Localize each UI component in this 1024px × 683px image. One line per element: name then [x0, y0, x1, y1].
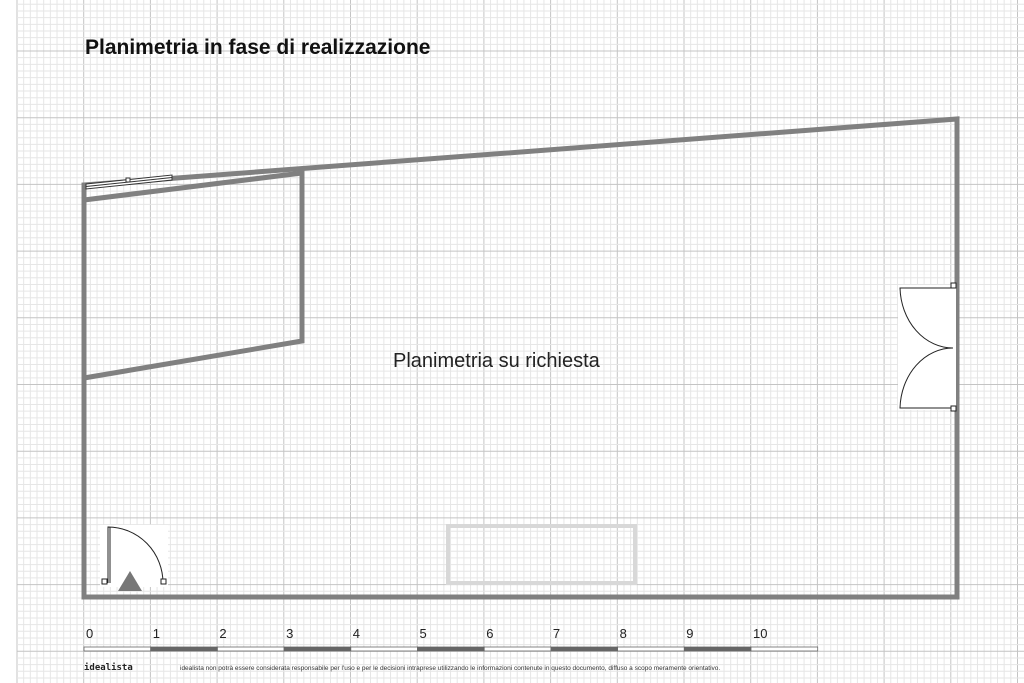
furniture-outline — [446, 524, 637, 585]
scale-tick-label: 1 — [152, 626, 160, 641]
scale-segment — [350, 646, 418, 652]
scale-segment — [150, 646, 218, 652]
scale-segment — [750, 646, 819, 652]
scale-bar — [83, 646, 819, 652]
scale-segment — [83, 646, 152, 652]
inner-room-wall — [83, 170, 305, 381]
disclaimer-text: idealista non potrà essere considerata r… — [180, 665, 721, 672]
scale-segment — [283, 646, 352, 652]
scale-tick-label: 2 — [219, 626, 227, 641]
double-door-icon — [898, 282, 957, 412]
scale-tick-label: 8 — [619, 626, 627, 641]
scale-tick-label: 10 — [753, 626, 768, 641]
scale-segment — [550, 646, 619, 652]
outer-wall — [81, 116, 960, 600]
scale-segment — [617, 646, 685, 652]
scale-tick-label: 0 — [86, 626, 94, 641]
entrance-arrow-icon — [118, 571, 142, 591]
scale-tick-label: 5 — [419, 626, 427, 641]
scale-segment — [216, 646, 285, 652]
scale-tick-label: 9 — [686, 626, 694, 641]
walls — [81, 116, 960, 600]
scale-segment — [417, 646, 485, 652]
scale-tick-label: 4 — [352, 626, 361, 641]
scale-segment — [683, 646, 752, 652]
scale-tick-label: 6 — [486, 626, 494, 641]
scale-tick-label: 3 — [286, 626, 294, 641]
brand-logo: idealista — [84, 663, 133, 673]
scale-tick-label: 7 — [552, 626, 561, 641]
entrance-door-icon — [100, 525, 168, 591]
plan-placeholder-label: Planimetria su richiesta — [393, 350, 600, 372]
grid — [16, 0, 1024, 683]
window-icon — [85, 174, 173, 190]
scale-segment — [483, 646, 552, 652]
page-title: Planimetria in fase di realizzazione — [85, 36, 431, 59]
